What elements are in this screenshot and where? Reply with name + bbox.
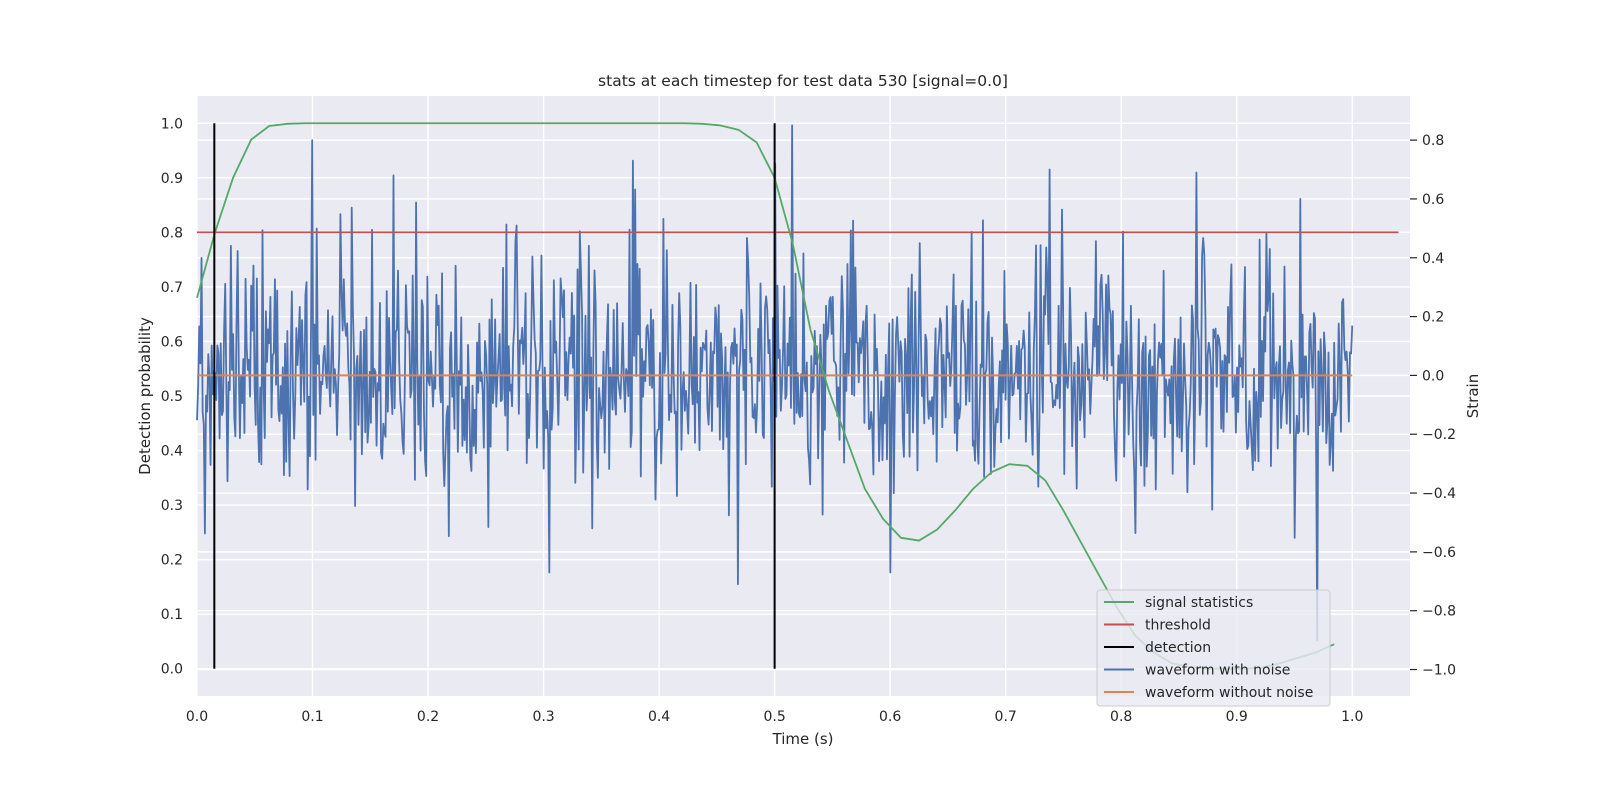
y-left-tick-label: 0.1: [161, 607, 183, 623]
y-left-tick-label: 1.0: [161, 116, 183, 132]
x-tick-label: 0.6: [879, 709, 901, 725]
y-right-tick-label: −0.4: [1422, 486, 1456, 502]
x-tick-label: 0.2: [417, 709, 439, 725]
y-left-tick-label: 0.7: [161, 280, 183, 296]
x-tick-label: 0.3: [532, 709, 554, 725]
y-left-tick-label: 0.8: [161, 225, 183, 241]
legend-label: waveform without noise: [1145, 685, 1313, 701]
chart-title: stats at each timestep for test data 530…: [598, 72, 1008, 90]
x-axis-ticks: 0.0 0.1 0.2 0.3 0.4 0.5 0.6 0.7 0.8 0.9 1.0: [186, 709, 1364, 725]
legend-label: waveform with noise: [1145, 663, 1290, 679]
y-right-axis-label: Strain: [1464, 374, 1482, 418]
y-right-tick-label: −0.2: [1422, 427, 1456, 443]
y-right-tick-label: −0.8: [1422, 604, 1456, 620]
legend-label: signal statistics: [1145, 595, 1253, 611]
legend-label: threshold: [1145, 618, 1211, 634]
y-right-tick-label: 0.4: [1422, 251, 1444, 267]
x-axis-label: Time (s): [772, 730, 834, 748]
y-left-tick-label: 0.3: [161, 498, 183, 514]
legend-box: [1096, 589, 1331, 707]
y-left-axis-ticks: 0.0 0.1 0.2 0.3 0.4 0.5 0.6 0.7 0.8 0.9 1.0: [161, 116, 183, 677]
y-right-tick-label: −1.0: [1422, 663, 1456, 679]
y-left-axis-label: Detection probability: [136, 317, 154, 475]
x-tick-label: 1.0: [1341, 709, 1363, 725]
y-left-tick-label: 0.4: [161, 444, 183, 460]
x-tick-label: 0.8: [1110, 709, 1132, 725]
y-right-tick-label: 0.6: [1422, 192, 1444, 208]
x-tick-label: 0.4: [648, 709, 670, 725]
y-left-tick-label: 0.0: [161, 662, 183, 678]
x-tick-label: 0.1: [301, 709, 323, 725]
y-right-tick-label: 0.0: [1422, 368, 1444, 384]
x-tick-label: 0.7: [995, 709, 1017, 725]
y-right-axis-ticks: −1.0 −0.8 −0.6 −0.4 −0.2 0.0 0.2 0.4 0.6 0.8: [1410, 133, 1456, 679]
x-tick-label: 0.5: [763, 709, 785, 725]
y-right-tick-label: 0.8: [1422, 133, 1444, 149]
y-left-tick-label: 0.9: [161, 171, 183, 187]
y-left-tick-label: 0.6: [161, 334, 183, 350]
legend: signal statistics threshold detection wavef…: [1096, 589, 1331, 707]
y-right-tick-label: −0.6: [1422, 545, 1456, 561]
x-tick-label: 0.9: [1226, 709, 1248, 725]
y-left-tick-label: 0.5: [161, 389, 183, 405]
legend-label: detection: [1145, 640, 1211, 656]
y-left-tick-label: 0.2: [161, 553, 183, 569]
x-tick-label: 0.0: [186, 709, 208, 725]
y-right-tick-label: 0.2: [1422, 310, 1444, 326]
